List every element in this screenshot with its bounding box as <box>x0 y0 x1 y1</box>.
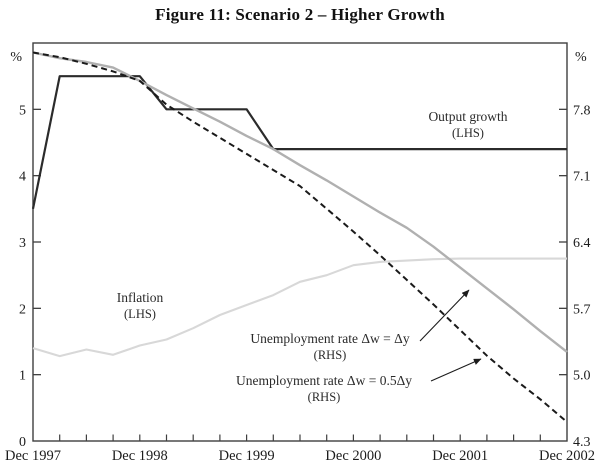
x-axis-label: Dec 1998 <box>112 448 168 464</box>
left-axis-tick-label: 1 <box>19 369 26 384</box>
left-axis-tick-label: 2 <box>19 302 26 317</box>
right-axis-tick-label: 6.4 <box>573 236 591 251</box>
output-growth-line <box>31 75 567 210</box>
left-axis-tick-label: 5 <box>19 103 26 118</box>
label-output-growth-text: Output growth <box>428 109 508 124</box>
label-unemployment-dw-half-dy: Unemployment rate Δw = 0.5Δy (RHS) <box>200 372 448 406</box>
left-axis-unit-label: % <box>10 50 22 65</box>
label-output-growth-axis: (LHS) <box>452 126 484 140</box>
unemployment-dw-half-dy-line <box>32 51 568 423</box>
label-output-growth: Output growth (LHS) <box>400 108 536 142</box>
right-axis-tick-label: 5.0 <box>573 369 591 384</box>
x-axis-label: Dec 2000 <box>325 448 381 464</box>
arrow-to-unemployment-dw-half-dy-line <box>430 358 482 382</box>
right-axis-tick-label: 7.8 <box>573 103 591 118</box>
label-inflation: Inflation (LHS) <box>90 289 190 323</box>
inflation-line <box>32 257 567 358</box>
label-inflation-axis: (LHS) <box>124 307 156 321</box>
x-axis-label: Dec 2001 <box>432 448 488 464</box>
right-axis-tick-label: 7.1 <box>573 170 591 185</box>
label-unemployment-dw-half-dy-axis: (RHS) <box>307 390 341 404</box>
unemployment-dw-dy-line <box>32 51 568 353</box>
label-unemployment-dw-dy-axis: (RHS) <box>313 348 347 362</box>
x-axis-label: Dec 2002 <box>539 448 595 464</box>
left-axis-tick-label: 4 <box>19 170 26 185</box>
label-inflation-text: Inflation <box>116 290 164 305</box>
chart-title: Figure 11: Scenario 2 – Higher Growth <box>155 5 445 24</box>
right-axis-unit-label: % <box>575 50 587 65</box>
x-axis-label: Dec 1999 <box>219 448 275 464</box>
label-unemployment-dw-dy-text: Unemployment rate Δw = Δy <box>250 331 410 346</box>
right-axis-tick-label: 4.3 <box>573 435 591 450</box>
arrow-to-unemployment-dw-dy-line <box>419 289 470 342</box>
right-axis-tick-label: 5.7 <box>573 302 591 317</box>
label-unemployment-dw-dy: Unemployment rate Δw = Δy (RHS) <box>206 330 454 364</box>
x-axis-label: Dec 1997 <box>5 448 61 464</box>
left-axis-tick-label: 3 <box>19 236 26 251</box>
label-unemployment-dw-half-dy-text: Unemployment rate Δw = 0.5Δy <box>235 373 413 388</box>
left-axis-tick-label: 0 <box>19 435 26 450</box>
